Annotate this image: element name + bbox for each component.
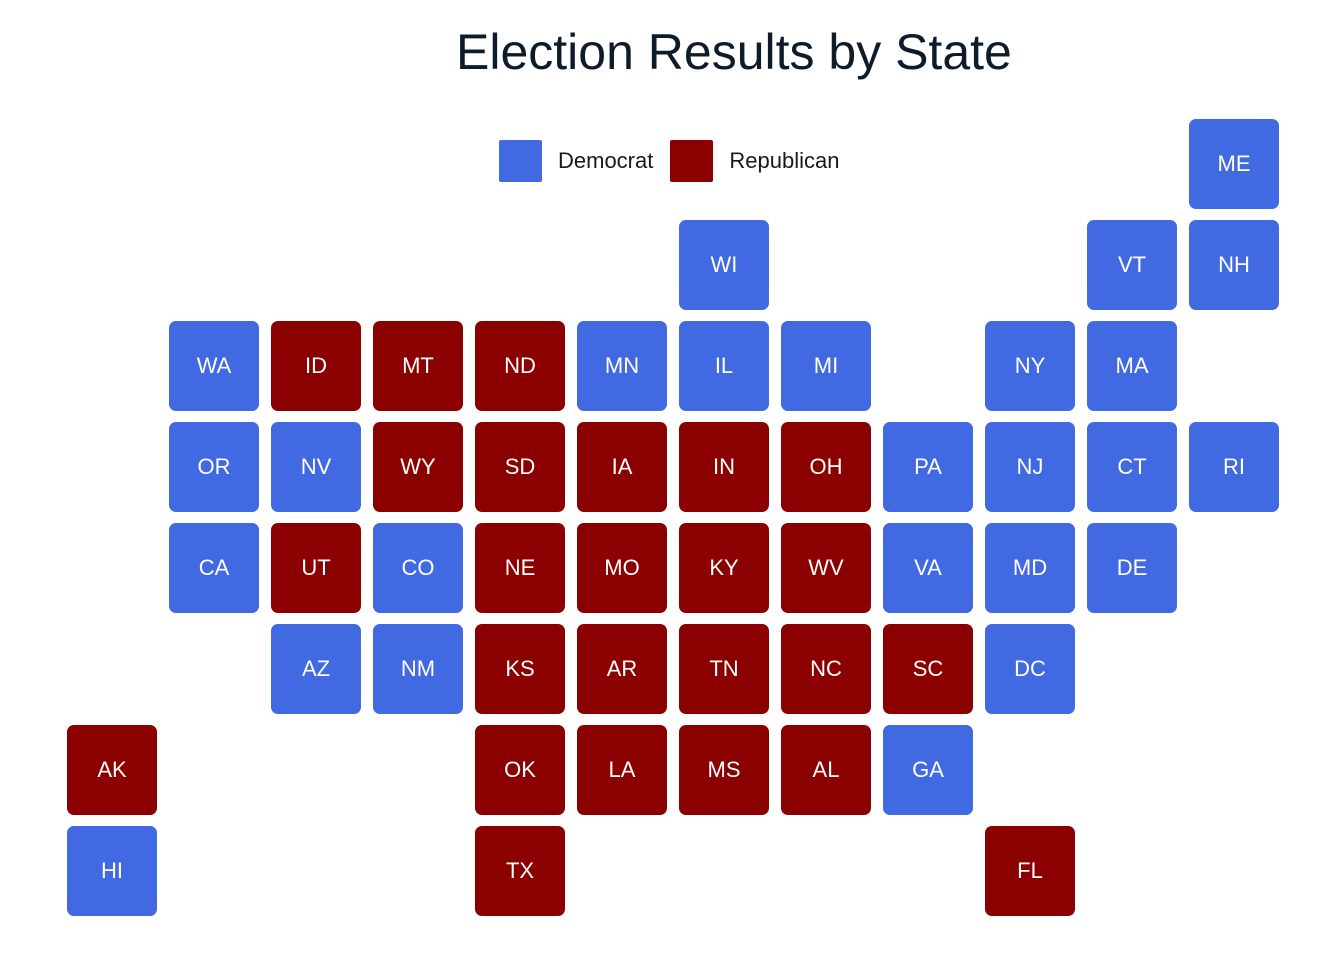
state-tile-al: AL	[781, 725, 871, 815]
state-tile-wv: WV	[781, 523, 871, 613]
state-tile-de: DE	[1087, 523, 1177, 613]
state-tile-ny: NY	[985, 321, 1075, 411]
state-tile-nd: ND	[475, 321, 565, 411]
legend-label-republican: Republican	[729, 148, 840, 173]
state-tile-md: MD	[985, 523, 1075, 613]
state-tile-ri: RI	[1189, 422, 1279, 512]
state-tile-nm: NM	[373, 624, 463, 714]
legend-swatch-democrat	[499, 140, 542, 182]
state-tile-nv: NV	[271, 422, 361, 512]
state-tile-in: IN	[679, 422, 769, 512]
state-tile-tn: TN	[679, 624, 769, 714]
state-tile-ia: IA	[577, 422, 667, 512]
state-tile-la: LA	[577, 725, 667, 815]
state-tile-ks: KS	[475, 624, 565, 714]
state-tile-il: IL	[679, 321, 769, 411]
state-tile-ne: NE	[475, 523, 565, 613]
state-tile-sc: SC	[883, 624, 973, 714]
state-tile-mi: MI	[781, 321, 871, 411]
state-tile-fl: FL	[985, 826, 1075, 916]
state-tile-va: VA	[883, 523, 973, 613]
state-tile-ok: OK	[475, 725, 565, 815]
state-tile-mn: MN	[577, 321, 667, 411]
state-tile-pa: PA	[883, 422, 973, 512]
legend-label-democrat: Democrat	[558, 148, 654, 173]
state-tile-or: OR	[169, 422, 259, 512]
state-tile-hi: HI	[67, 826, 157, 916]
state-tile-co: CO	[373, 523, 463, 613]
state-tile-ms: MS	[679, 725, 769, 815]
state-tile-ky: KY	[679, 523, 769, 613]
state-tile-wa: WA	[169, 321, 259, 411]
state-tile-vt: VT	[1087, 220, 1177, 310]
state-tile-ak: AK	[67, 725, 157, 815]
state-tile-ma: MA	[1087, 321, 1177, 411]
state-tile-ga: GA	[883, 725, 973, 815]
legend: Democrat Republican	[499, 140, 856, 182]
legend-entry-democrat: Democrat	[499, 140, 653, 182]
state-tile-nc: NC	[781, 624, 871, 714]
state-tile-nj: NJ	[985, 422, 1075, 512]
state-tile-ca: CA	[169, 523, 259, 613]
state-tile-ct: CT	[1087, 422, 1177, 512]
state-tile-tx: TX	[475, 826, 565, 916]
legend-entry-republican: Republican	[670, 140, 839, 182]
state-tile-me: ME	[1189, 119, 1279, 209]
state-tile-ut: UT	[271, 523, 361, 613]
state-tile-nh: NH	[1189, 220, 1279, 310]
legend-swatch-republican	[670, 140, 714, 182]
chart-title: Election Results by State	[456, 24, 1012, 80]
state-tile-id: ID	[271, 321, 361, 411]
state-tile-mt: MT	[373, 321, 463, 411]
state-tile-ar: AR	[577, 624, 667, 714]
state-tile-wi: WI	[679, 220, 769, 310]
state-tile-mo: MO	[577, 523, 667, 613]
state-tile-wy: WY	[373, 422, 463, 512]
state-tile-sd: SD	[475, 422, 565, 512]
state-tile-oh: OH	[781, 422, 871, 512]
state-tile-dc: DC	[985, 624, 1075, 714]
state-tile-az: AZ	[271, 624, 361, 714]
